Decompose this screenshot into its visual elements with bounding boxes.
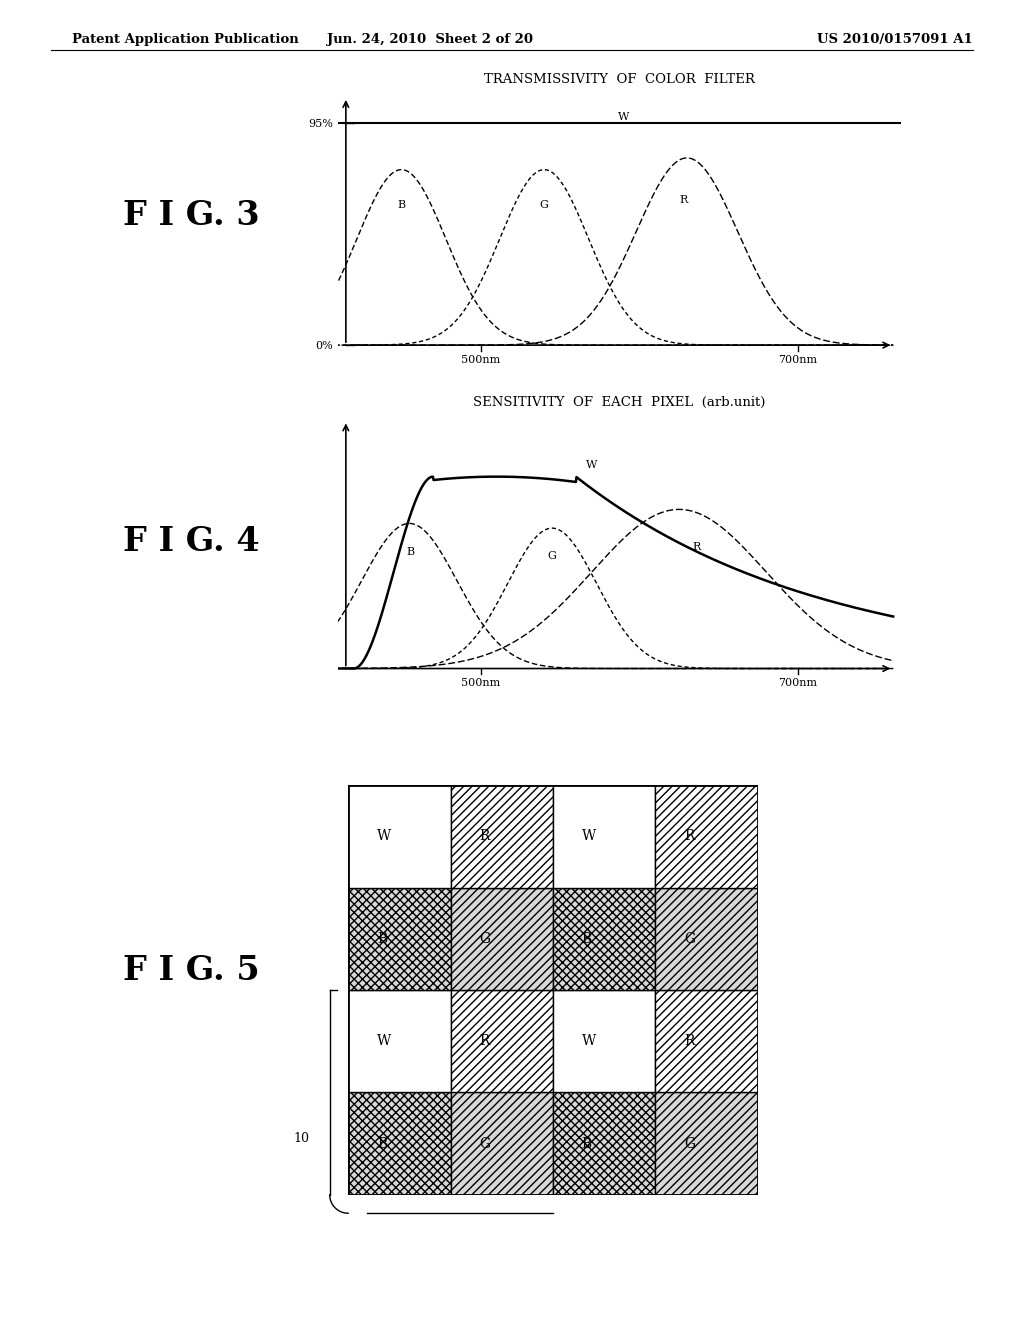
Text: B: B	[397, 199, 406, 210]
Text: B: B	[582, 1137, 592, 1151]
Text: G: G	[540, 199, 549, 210]
Text: R: R	[684, 829, 694, 843]
Bar	[655, 785, 758, 887]
Text: G: G	[479, 932, 490, 946]
Text: B: B	[582, 932, 592, 946]
Text: R: R	[479, 1034, 489, 1048]
Bar	[655, 1093, 758, 1195]
Text: G: G	[684, 1137, 695, 1151]
Bar	[348, 887, 451, 990]
Text: US 2010/0157091 A1: US 2010/0157091 A1	[817, 33, 973, 46]
Bar	[655, 887, 758, 990]
Bar	[655, 990, 758, 1093]
Text: W: W	[582, 829, 596, 843]
Bar	[451, 1093, 553, 1195]
Text: G: G	[479, 1137, 490, 1151]
Text: B: B	[377, 932, 387, 946]
Bar	[348, 990, 451, 1093]
Text: W: W	[377, 829, 391, 843]
Text: R: R	[692, 541, 700, 552]
Text: W: W	[377, 1034, 391, 1048]
Text: Jun. 24, 2010  Sheet 2 of 20: Jun. 24, 2010 Sheet 2 of 20	[327, 33, 534, 46]
Text: R: R	[684, 1034, 694, 1048]
Bar	[553, 1093, 655, 1195]
Text: F I G. 3: F I G. 3	[123, 199, 259, 232]
Text: G: G	[684, 932, 695, 946]
Bar	[451, 887, 553, 990]
Text: W: W	[582, 1034, 596, 1048]
Bar	[451, 990, 553, 1093]
Title: SENSITIVITY  OF  EACH  PIXEL  (arb.unit): SENSITIVITY OF EACH PIXEL (arb.unit)	[473, 396, 766, 409]
Text: R: R	[479, 829, 489, 843]
Text: W: W	[617, 112, 629, 121]
Text: B: B	[407, 546, 415, 557]
Bar	[553, 887, 655, 990]
Text: Patent Application Publication: Patent Application Publication	[72, 33, 298, 46]
Text: B: B	[377, 1137, 387, 1151]
Text: R: R	[680, 195, 688, 205]
Text: W: W	[586, 459, 597, 470]
Bar	[348, 1093, 451, 1195]
Title: TRANSMISSIVITY  OF  COLOR  FILTER: TRANSMISSIVITY OF COLOR FILTER	[484, 73, 755, 86]
Bar	[348, 785, 451, 887]
Text: F I G. 5: F I G. 5	[123, 953, 259, 987]
Bar	[553, 785, 655, 887]
Bar	[451, 785, 553, 887]
Text: F I G. 4: F I G. 4	[123, 525, 259, 557]
Bar	[553, 990, 655, 1093]
Text: 10: 10	[293, 1133, 309, 1144]
Text: G: G	[548, 552, 556, 561]
